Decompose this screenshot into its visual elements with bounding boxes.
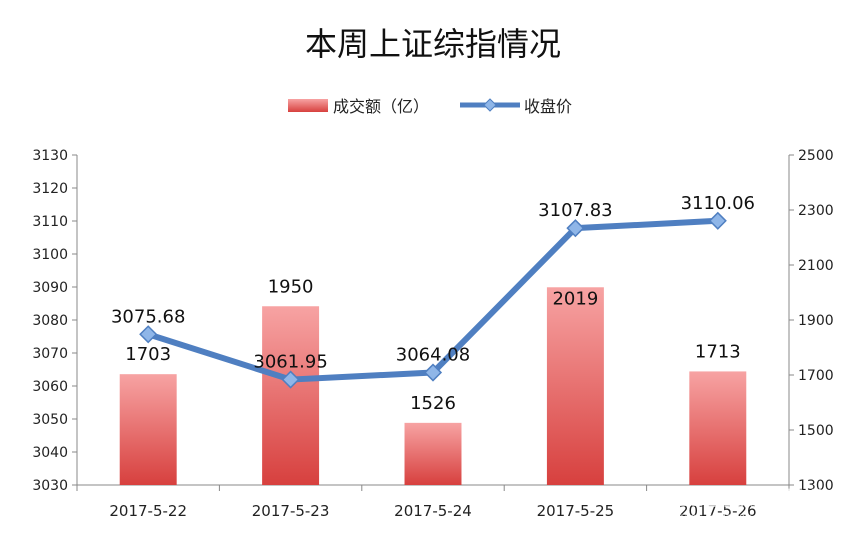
watermark-main: 21世纪经济报道: [676, 487, 824, 511]
line-value-label: 3110.06: [681, 193, 755, 214]
line-point-marker: [423, 363, 443, 382]
y-left-tick-label: 3100: [32, 247, 68, 263]
y-right-tick-label: 1500: [798, 423, 834, 439]
y-right-tick-label: 1300: [798, 478, 834, 494]
bar: [404, 422, 462, 485]
y-right-tick-label: 2300: [798, 203, 834, 219]
chart-title: 本周上证综指情况: [305, 25, 561, 63]
watermark: 21世纪经济报道 21ST CENTURY BUSINESS HERALD: [676, 487, 847, 524]
legend-bar-label: 成交额（亿）: [333, 97, 429, 116]
y-left-tick-label: 3040: [32, 445, 68, 461]
bar-value-label: 1703: [125, 344, 171, 365]
data-labels: 1703 1950 1526 2019 1713 3075.68 3061.95 3064.0…: [111, 193, 755, 414]
legend-bar-swatch: [288, 99, 328, 112]
y-right-tick-label: 1900: [798, 313, 834, 329]
y-right-tick-label: 1700: [798, 368, 834, 384]
y-left-tick-label: 3030: [32, 478, 68, 494]
legend: 成交额（亿） 收盘价: [288, 97, 572, 116]
bar: [262, 306, 320, 485]
y-left-tick-label: 3060: [32, 379, 68, 395]
x-tick-label: 2017-5-25: [537, 502, 615, 520]
y-left-tick-label: 3070: [32, 346, 68, 362]
line-value-label: 3061.95: [253, 352, 327, 373]
bar-value-label: 1526: [410, 393, 456, 414]
x-tick-label: 2017-5-22: [109, 502, 187, 520]
bar: [689, 371, 747, 485]
bar: [546, 287, 604, 485]
line-value-label: 3107.83: [538, 200, 612, 221]
y-right-tick-label: 2500: [798, 148, 834, 164]
line-point-marker: [566, 219, 585, 238]
y-left-tick-label: 3090: [32, 280, 68, 296]
axes: 3130 3120 3110 3100 3090 3080 3070 3060 3050 3040…: [32, 148, 833, 520]
line-value-label: 3075.68: [111, 306, 185, 327]
x-tick-label: 2017-5-26: [679, 502, 757, 520]
line-layer: [139, 211, 727, 389]
bars: [119, 287, 747, 485]
line-value-label: 3064.08: [396, 345, 470, 366]
bar: [119, 374, 177, 485]
bar-value-label: 1950: [268, 276, 314, 297]
y-left-tick-label: 3050: [32, 412, 68, 428]
line-point-marker: [281, 370, 300, 389]
line-point-marker: [139, 325, 158, 344]
legend-line-label: 收盘价: [524, 97, 572, 116]
x-tick-label: 2017-5-23: [252, 502, 330, 520]
y-left-tick-label: 3130: [32, 148, 68, 164]
y-right-tick-label: 2100: [798, 258, 834, 274]
legend-line-marker: [483, 98, 497, 112]
watermark-sub: 21ST CENTURY BUSINESS HERALD: [678, 514, 847, 524]
bar-value-label: 2019: [552, 288, 598, 309]
y-left-tick-label: 3110: [32, 214, 68, 230]
bar-value-label: 1713: [695, 341, 741, 362]
y-left-tick-label: 3120: [32, 181, 68, 197]
x-tick-label: 2017-5-24: [394, 502, 472, 520]
y-left-tick-label: 3080: [32, 313, 68, 329]
line-point-marker: [708, 211, 727, 230]
